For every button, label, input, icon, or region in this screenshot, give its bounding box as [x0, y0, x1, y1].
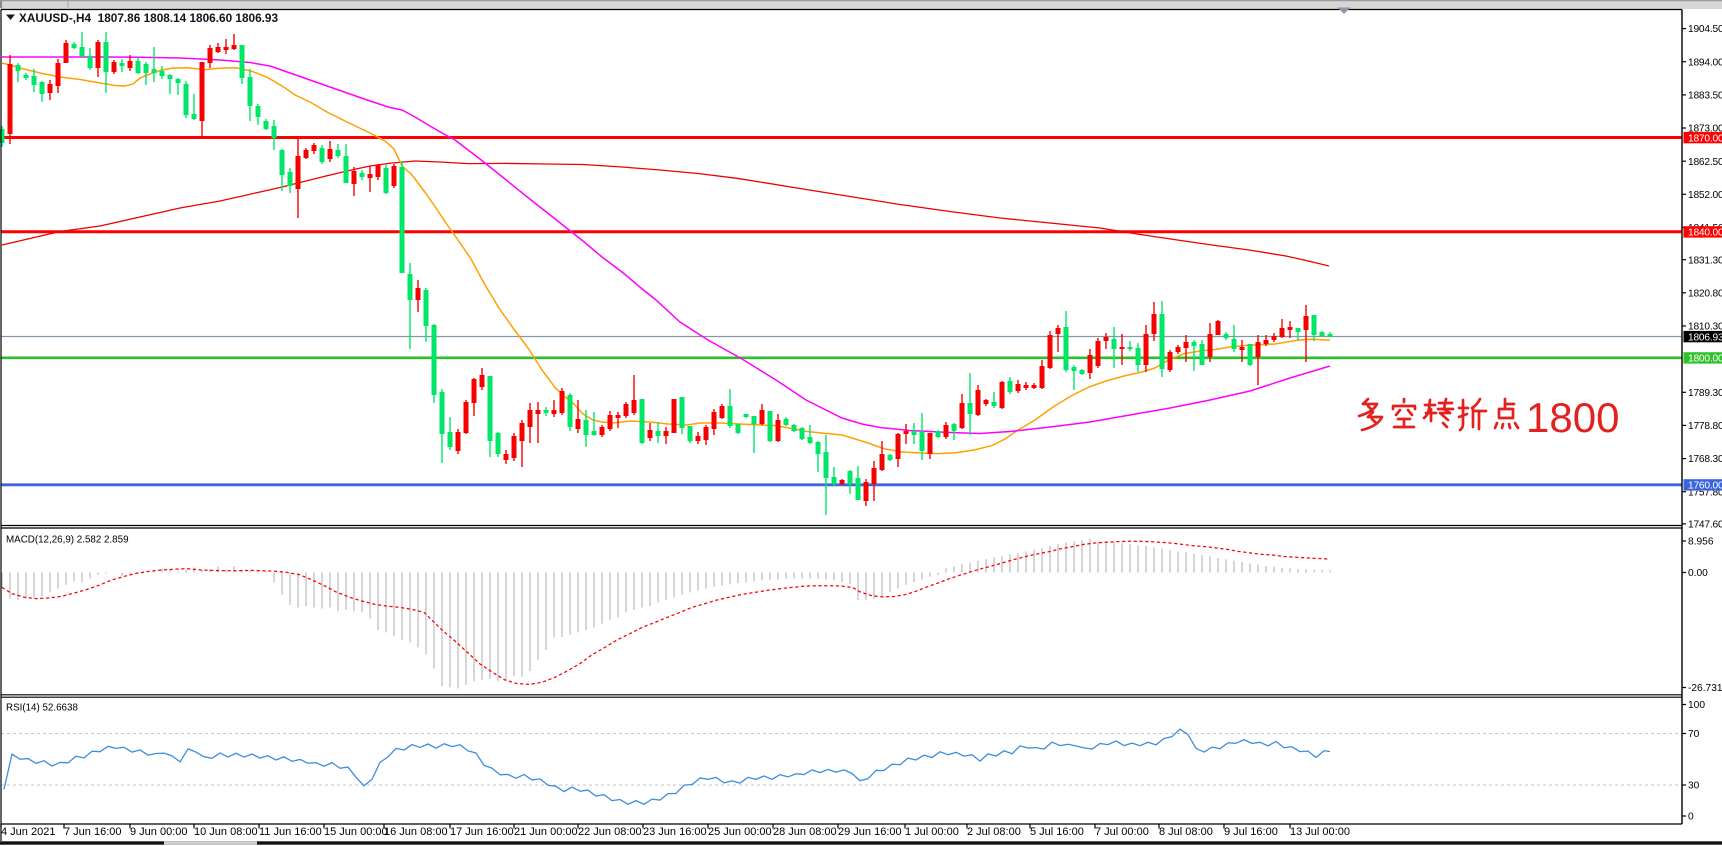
svg-text:1768.30: 1768.30 [1688, 454, 1722, 465]
svg-text:30: 30 [1688, 781, 1700, 792]
svg-text:7 Jun 16:00: 7 Jun 16:00 [64, 826, 122, 838]
svg-text:17 Jun 16:00: 17 Jun 16:00 [450, 826, 514, 838]
svg-text:RSI(14) 52.6638: RSI(14) 52.6638 [6, 703, 78, 714]
svg-text:1760.00: 1760.00 [1688, 481, 1722, 492]
svg-text:1 Jul 00:00: 1 Jul 00:00 [905, 826, 959, 838]
svg-text:8 Jul 08:00: 8 Jul 08:00 [1159, 826, 1213, 838]
svg-text:23 Jun 16:00: 23 Jun 16:00 [643, 826, 707, 838]
svg-text:1757.80: 1757.80 [1688, 487, 1722, 498]
svg-text:1789.30: 1789.30 [1688, 388, 1722, 399]
svg-text:7 Jul 00:00: 7 Jul 00:00 [1095, 826, 1149, 838]
svg-text:1862.50: 1862.50 [1688, 157, 1722, 168]
svg-text:16 Jun 08:00: 16 Jun 08:00 [384, 826, 448, 838]
svg-text:1800.00: 1800.00 [1688, 354, 1722, 365]
svg-text:0: 0 [1688, 812, 1694, 823]
svg-text:29 Jun 16:00: 29 Jun 16:00 [838, 826, 902, 838]
svg-text:MACD(12,26,9) 2.582 2.859: MACD(12,26,9) 2.582 2.859 [6, 535, 129, 546]
svg-text:1870.00: 1870.00 [1688, 133, 1722, 144]
svg-text:22 Jun 08:00: 22 Jun 08:00 [578, 826, 642, 838]
svg-text:1810.30: 1810.30 [1688, 322, 1722, 333]
svg-text:1883.50: 1883.50 [1688, 91, 1722, 102]
svg-text:13 Jul 00:00: 13 Jul 00:00 [1290, 826, 1350, 838]
svg-text:9 Jul 16:00: 9 Jul 16:00 [1224, 826, 1278, 838]
svg-text:100: 100 [1688, 700, 1705, 711]
svg-text:21 Jun 00:00: 21 Jun 00:00 [514, 826, 578, 838]
svg-text:11 Jun 16:00: 11 Jun 16:00 [259, 826, 322, 838]
svg-text:-26.731: -26.731 [1688, 683, 1722, 694]
svg-text:15 Jun 00:00: 15 Jun 00:00 [324, 826, 388, 838]
svg-text:28 Jun 08:00: 28 Jun 08:00 [773, 826, 837, 838]
svg-text:1800: 1800 [1526, 394, 1619, 441]
svg-text:1747.60: 1747.60 [1688, 520, 1722, 531]
svg-text:1806.93: 1806.93 [1688, 332, 1722, 343]
svg-text:25 Jun 00:00: 25 Jun 00:00 [708, 826, 772, 838]
svg-text:1873.00: 1873.00 [1688, 124, 1722, 135]
svg-text:9 Jun 00:00: 9 Jun 00:00 [130, 826, 188, 838]
svg-text:XAUUSD-,H4 1807.86 1808.14 18: XAUUSD-,H4 1807.86 1808.14 1806.60 1806.… [19, 11, 278, 25]
svg-text:1840.00: 1840.00 [1688, 228, 1722, 239]
svg-text:1831.30: 1831.30 [1688, 255, 1722, 266]
svg-text:1852.00: 1852.00 [1688, 190, 1722, 201]
svg-text:1820.80: 1820.80 [1688, 288, 1722, 299]
svg-text:70: 70 [1688, 729, 1700, 740]
svg-text:0.00: 0.00 [1688, 568, 1708, 579]
svg-text:1904.50: 1904.50 [1688, 24, 1722, 35]
svg-text:10 Jun 08:00: 10 Jun 08:00 [194, 826, 258, 838]
svg-text:4 Jun 2021: 4 Jun 2021 [1, 826, 55, 838]
svg-text:5 Jul 16:00: 5 Jul 16:00 [1030, 826, 1084, 838]
svg-text:2 Jul 08:00: 2 Jul 08:00 [967, 826, 1021, 838]
svg-text:8.956: 8.956 [1688, 537, 1714, 548]
svg-text:1894.00: 1894.00 [1688, 57, 1722, 68]
svg-text:1778.80: 1778.80 [1688, 421, 1722, 432]
